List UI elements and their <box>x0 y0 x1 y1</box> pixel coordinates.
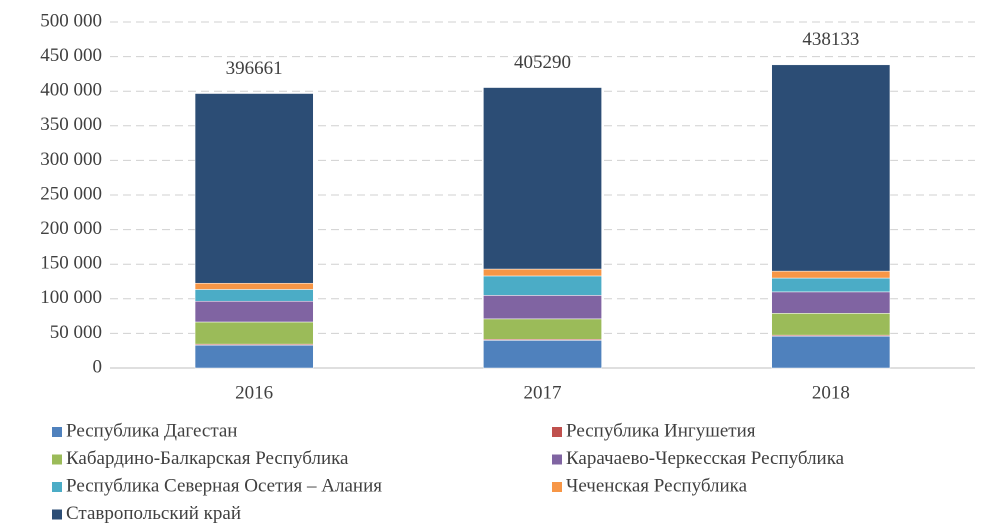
bar-segment <box>771 270 891 279</box>
bar-segment <box>194 321 314 345</box>
legend-label: Республика Северная Осетия – Алания <box>66 475 382 496</box>
bar-segment <box>771 335 891 369</box>
bar-segment <box>483 87 602 270</box>
bar-segment <box>483 295 602 320</box>
y-tick-label: 50 000 <box>50 322 102 343</box>
bar-segment <box>194 289 314 302</box>
legend-swatch <box>552 454 562 465</box>
legend-swatch <box>552 482 562 492</box>
bar-segment <box>771 313 891 336</box>
y-tick-label: 450 000 <box>40 45 102 66</box>
x-tick-label: 2016 <box>235 382 273 403</box>
bar-segment <box>483 275 602 296</box>
legend-label: Чеченская Республика <box>566 475 748 496</box>
bar-segment <box>771 277 891 293</box>
bar-segment <box>483 268 602 277</box>
legend-swatch <box>52 482 62 492</box>
bar-segment <box>483 340 602 369</box>
total-label: 438133 <box>802 29 859 50</box>
legend-swatch <box>52 427 62 437</box>
y-tick-label: 200 000 <box>40 218 102 239</box>
legend-label: Республика Дагестан <box>66 420 237 441</box>
legend-swatch <box>52 454 62 465</box>
y-tick-label: 500 000 <box>40 10 102 31</box>
bar-segment <box>194 282 314 290</box>
legend-label: Карачаево-Черкесская Республика <box>566 448 845 469</box>
total-label: 405290 <box>514 52 571 73</box>
legend-swatch <box>552 427 562 437</box>
bar-segment <box>194 344 314 369</box>
bar-segment <box>483 318 602 340</box>
legend-label: Кабардино-Балкарская Республика <box>66 448 349 469</box>
y-tick-label: 350 000 <box>40 114 102 135</box>
y-tick-label: 100 000 <box>40 287 102 308</box>
legend-swatch <box>52 509 62 520</box>
y-tick-label: 0 <box>93 356 103 377</box>
bar-segment <box>771 64 891 272</box>
y-tick-label: 250 000 <box>40 183 102 204</box>
x-tick-label: 2018 <box>812 382 850 403</box>
legend-label: Ставропольский край <box>66 503 241 524</box>
y-tick-label: 400 000 <box>40 80 102 101</box>
bar-segment <box>194 93 314 284</box>
bar-segment <box>771 291 891 314</box>
x-tick-label: 2017 <box>524 382 562 403</box>
bar-segment <box>194 300 314 323</box>
total-label: 396661 <box>226 58 283 79</box>
y-tick-label: 150 000 <box>40 253 102 274</box>
y-tick-label: 300 000 <box>40 149 102 170</box>
legend-label: Республика Ингушетия <box>566 420 756 441</box>
